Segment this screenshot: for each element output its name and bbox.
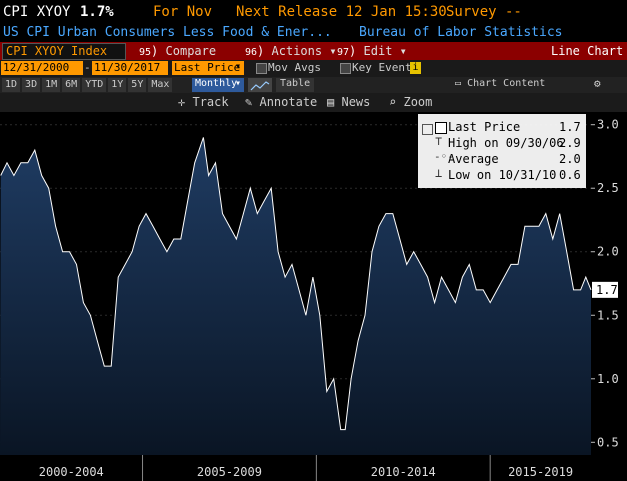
date-range-row: 12/31/2000 - 11/30/2017 Last Price ▾ Mov… [0, 60, 627, 77]
field-select[interactable]: Last Price ▾ [172, 61, 244, 75]
annotate-button[interactable]: ✎ Annotate [245, 95, 318, 109]
caret-down-icon: ▾ [235, 61, 242, 72]
key-events-label: Key Events [352, 61, 419, 74]
caret-down-icon: ▾ [399, 44, 407, 58]
news-icon: ▤ [327, 95, 335, 109]
chart-content-button[interactable]: ▭ Chart Content [455, 78, 546, 89]
function-toolbar: CPI XYOY Index 95) Compare 96) Actions ▾… [0, 42, 627, 60]
chart-content-icon: ▭ [455, 78, 462, 89]
y-tick-label: 2.5 [597, 181, 619, 195]
last-value-tag-label: 1.7 [596, 283, 618, 297]
end-date-input[interactable]: 11/30/2017 [92, 61, 168, 75]
period-button-6m[interactable]: 6M [62, 78, 81, 92]
period-button-1m[interactable]: 1M [42, 78, 61, 92]
info-icon[interactable]: i [410, 62, 421, 74]
period-button-3d[interactable]: 3D [22, 78, 41, 92]
caret-down-icon: ▾ [329, 44, 337, 58]
date-separator: - [84, 61, 91, 74]
period-buttons: 1D 3D 1M 6M YTD 1Y 5Y Max [2, 78, 173, 92]
key-events-checkbox[interactable] [340, 63, 351, 74]
edit-button[interactable]: 97) Edit ▾ [337, 44, 407, 58]
line-chart-icon[interactable] [248, 78, 272, 92]
security-description: US CPI Urban Consumers Less Food & Ener.… [3, 25, 332, 40]
table-button[interactable]: Table [276, 78, 315, 92]
last-price-swatch-icon [435, 122, 447, 134]
chart-legend: Last Price 1.7 ⊤ High on 09/30/06 2.9 -◦… [418, 114, 586, 188]
average-marker-icon: -◦- [434, 150, 454, 163]
current-value: 1.7% [80, 4, 114, 20]
low-marker-icon: ⊥ [435, 166, 443, 180]
compare-number: 95 [139, 47, 152, 58]
y-tick-label: 1.0 [597, 372, 619, 386]
survey: Survey -- [446, 4, 522, 20]
x-axis-band [0, 455, 627, 481]
data-source: Bureau of Labor Statistics [359, 25, 563, 40]
x-tick-label: 2005-2009 [197, 465, 262, 479]
index-input[interactable]: CPI XYOY Index [2, 43, 126, 60]
track-button[interactable]: ✛ Track [178, 95, 229, 109]
mov-avgs-checkbox[interactable] [256, 63, 267, 74]
y-tick-label: 2.0 [597, 245, 619, 259]
edit-number: 97 [337, 47, 350, 58]
legend-last-price-value: 1.7 [559, 120, 581, 134]
settings-gear-icon[interactable]: ⚙ [594, 77, 601, 90]
legend-toggle-icon[interactable] [422, 124, 433, 135]
next-release: Next Release 12 Jan 15:30 [236, 4, 447, 20]
chart-tools-row: ✛ Track ✎ Annotate ▤ News ⌕ Zoom [0, 93, 627, 112]
news-button[interactable]: ▤ News [327, 95, 371, 109]
legend-high-label: High on 09/30/06 [448, 136, 564, 150]
zoom-button[interactable]: ⌕ Zoom [389, 95, 433, 109]
last-value-tag: 1.7 [592, 281, 618, 298]
legend-low-value: 0.6 [559, 168, 581, 182]
legend-low-label: Low on 10/31/10 [448, 168, 557, 182]
legend-average-label: Average [448, 152, 499, 166]
period-button-5y[interactable]: 5Y [128, 78, 147, 92]
start-date-input[interactable]: 12/31/2000 [1, 61, 83, 75]
x-axis: 2000-2004 2005-2009 2010-2014 2015-2019 [39, 455, 573, 481]
y-tick-label: 1.5 [597, 308, 619, 322]
chart-type-label[interactable]: Line Chart [551, 44, 624, 58]
y-tick-label: 0.5 [597, 435, 619, 449]
last-value-tag-box [592, 281, 618, 298]
security-header: CPI XYOY 1.7% For Nov Next Release 12 Ja… [0, 0, 627, 24]
x-tick-label: 2000-2004 [39, 465, 104, 479]
legend-average-value: 2.0 [559, 152, 581, 166]
caret-down-icon: ▾ [235, 78, 242, 89]
crosshair-icon: ✛ [178, 95, 186, 109]
x-tick-label: 2015-2019 [508, 465, 573, 479]
period-button-1y[interactable]: 1Y [108, 78, 127, 92]
pencil-icon: ✎ [245, 95, 253, 109]
y-axis: 0.5 1.0 1.5 2.0 2.5 3.0 [591, 118, 619, 449]
compare-button[interactable]: 95) Compare [139, 44, 217, 58]
legend-high-value: 2.9 [559, 136, 581, 150]
high-marker-icon: ⊤ [435, 134, 443, 148]
series-line [0, 137, 592, 431]
security-description-row: US CPI Urban Consumers Less Food & Ener.… [0, 24, 627, 42]
period-button-ytd[interactable]: YTD [82, 78, 107, 92]
frequency-select[interactable]: Monthly ▾ [192, 78, 244, 92]
mov-avgs-label: Mov Avgs [268, 61, 321, 74]
x-tick-label: 2010-2014 [371, 465, 436, 479]
period-button-max[interactable]: Max [148, 78, 173, 92]
actions-button[interactable]: 96) Actions ▾ [245, 44, 337, 58]
zoom-icon: ⌕ [389, 95, 397, 109]
period-button-1d[interactable]: 1D [2, 78, 21, 92]
for-period: For Nov [153, 4, 213, 20]
legend-last-price-label: Last Price [448, 120, 521, 134]
period-selector-row: 1D 3D 1M 6M YTD 1Y 5Y Max Monthly ▾ Table ▭ Cha… [0, 77, 627, 93]
ticker: CPI XYOY [3, 4, 71, 20]
y-tick-label: 3.0 [597, 118, 619, 132]
actions-number: 96 [245, 47, 258, 58]
